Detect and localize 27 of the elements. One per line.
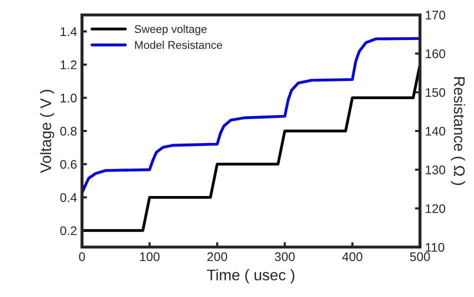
y-tick-label: 0.8 <box>60 126 77 136</box>
y2-axis-title: Resistance ( Ω ) <box>450 77 466 185</box>
y-tick-label: 1.2 <box>60 60 77 70</box>
y2-tick-label: 170 <box>426 10 446 20</box>
x-axis-title: Time ( usec ) <box>207 269 294 284</box>
x-tick-label: 400 <box>342 252 362 262</box>
y-tick-label: 0.4 <box>60 193 77 202</box>
x-tick-label: 300 <box>274 252 295 262</box>
line-series <box>82 37 420 194</box>
y2-tick-label: 150 <box>426 88 446 97</box>
y2-tick-label: 160 <box>426 49 446 58</box>
x-tick-label: 0 <box>79 252 85 262</box>
y2-tick-label: 110 <box>426 242 444 252</box>
y2-tick-label: 130 <box>426 165 446 174</box>
x-tick-label: 200 <box>207 252 228 262</box>
x-tick-label: 100 <box>140 252 160 262</box>
y-tick-label: 0.2 <box>60 226 77 236</box>
y2-tick-label: 140 <box>426 126 446 136</box>
y-tick-label: 0.6 <box>60 160 77 169</box>
y-axis-title: Voltage ( V ) <box>40 90 54 173</box>
y-tick-label: 1.4 <box>60 27 77 36</box>
legend-label: Model Resistance <box>135 40 222 49</box>
y2-tick-label: 120 <box>426 204 446 214</box>
legend-label: Sweep voltage <box>134 24 207 36</box>
line-series <box>82 63 420 232</box>
x-tick-label: 500 <box>410 252 430 262</box>
y-tick-label: 1.0 <box>60 94 77 102</box>
